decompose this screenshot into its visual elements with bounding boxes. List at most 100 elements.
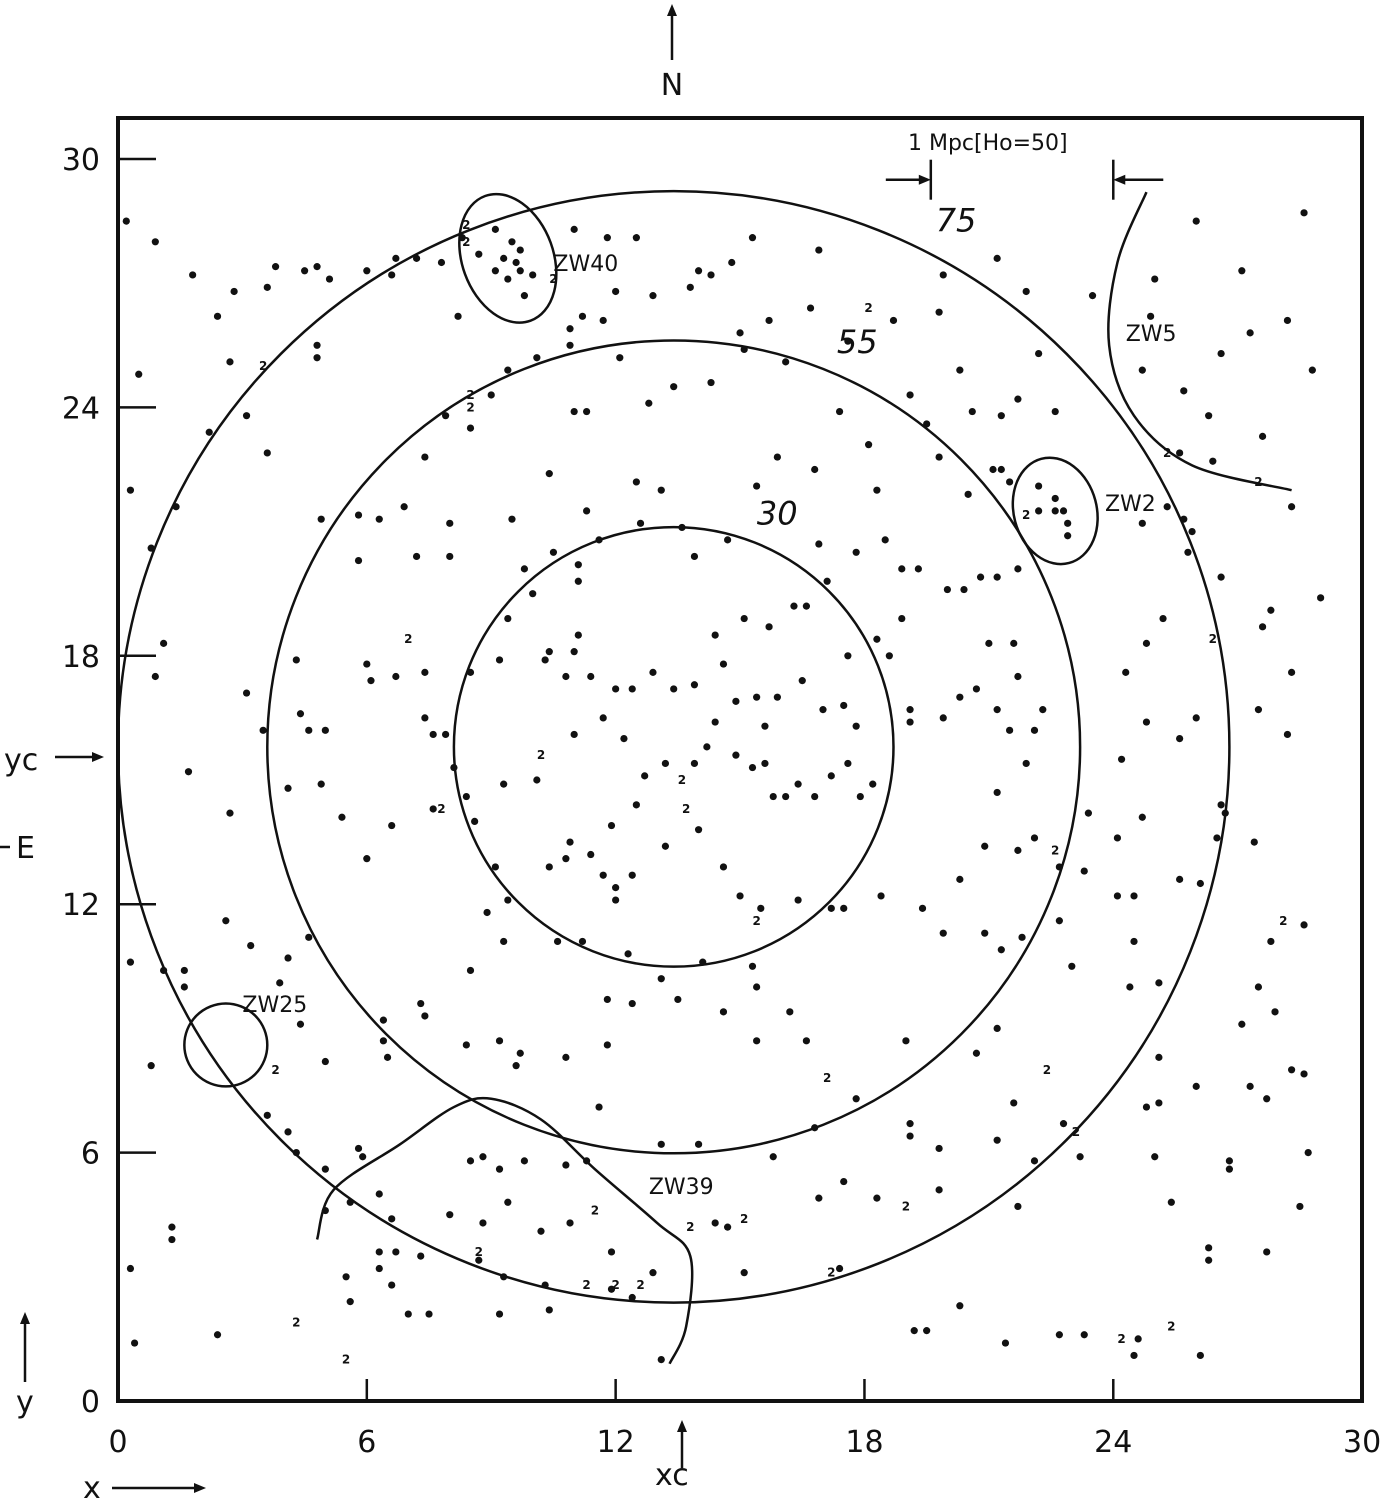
x-center-label: xc [655,1458,689,1493]
galaxy-point [483,909,490,916]
galaxy-point [318,781,325,788]
galaxy-point [322,727,329,734]
galaxy-point [1247,1083,1254,1090]
galaxy-point [421,669,428,676]
galaxy-point [1085,810,1092,817]
galaxy-point [160,967,167,974]
galaxy-point [658,975,665,982]
galaxy-point [533,776,540,783]
galaxy-point [678,524,685,531]
galaxy-point [815,540,822,547]
galaxy-point [658,487,665,494]
galaxy-point [1180,516,1187,523]
galaxy-point [1259,623,1266,630]
y-tick-label: 18 [62,640,100,675]
galaxy-point [956,1302,963,1309]
galaxy-point [575,578,582,585]
galaxy-point [741,346,748,353]
galaxy-point [392,1248,399,1255]
galaxy-point [322,1058,329,1065]
galaxy-point [712,1219,719,1226]
galaxy-point [517,267,524,274]
galaxy-point [471,818,478,825]
galaxy-point [687,284,694,291]
galaxy-point [529,590,536,597]
galaxy-pair-marker: 2 [827,1266,835,1280]
galaxy-point [127,959,134,966]
galaxy-point [127,1265,134,1272]
galaxy-point [906,706,913,713]
galaxy-point [305,727,312,734]
galaxy-point [940,271,947,278]
galaxy-point [998,412,1005,419]
galaxy-point [1139,814,1146,821]
galaxy-point [1031,834,1038,841]
galaxy-point [363,855,370,862]
galaxy-point [728,259,735,266]
galaxy-point [388,822,395,829]
galaxy-point [421,453,428,460]
galaxy-point [504,896,511,903]
galaxy-point [753,983,760,990]
galaxy-point [554,938,561,945]
galaxy-point [454,313,461,320]
galaxy-point [662,760,669,767]
galaxy-point [1288,1066,1295,1073]
galaxy-point [222,917,229,924]
galaxy-point [1139,367,1146,374]
galaxy-point [629,1294,636,1301]
galaxy-point [496,1310,503,1317]
galaxy-pair-marker: 2 [591,1204,599,1218]
galaxy-point [600,714,607,721]
galaxy-point [749,963,756,970]
galaxy-point [1188,528,1195,535]
galaxy-point [695,267,702,274]
galaxy-point [189,271,196,278]
galaxy-point [803,1037,810,1044]
galaxy-point [981,930,988,937]
galaxy-point [960,586,967,593]
galaxy-point [264,284,271,291]
galaxy-point [355,511,362,518]
galaxy-point [417,1253,424,1260]
galaxy-point [533,354,540,361]
galaxy-point [620,735,627,742]
galaxy-point [1263,1248,1270,1255]
galaxy-point [1164,503,1171,510]
galaxy-point [521,565,528,572]
north-label: N [661,68,683,103]
galaxy-point [857,793,864,800]
galaxy-point [413,255,420,262]
galaxy-point [446,1211,453,1218]
galaxy-point [313,342,320,349]
galaxy-pair-marker: 2 [823,1071,831,1085]
galaxy-point [633,234,640,241]
galaxy-point [720,863,727,870]
plot-frame [118,118,1362,1401]
north-arrow: N [661,4,683,103]
galaxy-point [388,271,395,278]
galaxy-point [840,905,847,912]
galaxy-point [492,267,499,274]
galaxy-point [284,785,291,792]
galaxy-point [1218,350,1225,357]
galaxy-pair-marker: 2 [1163,446,1171,460]
galaxy-point [264,1112,271,1119]
galaxy-point [645,400,652,407]
ring-30 [454,527,894,967]
galaxy-point [998,466,1005,473]
galaxy-point [915,565,922,572]
galaxy-point [770,1153,777,1160]
galaxy-point [1130,892,1137,899]
galaxy-point [517,246,524,253]
y-center-label: yc [4,743,38,778]
galaxy-point [936,309,943,316]
galaxy-point [401,503,408,510]
galaxy-point [753,694,760,701]
galaxy-point [297,710,304,717]
galaxy-point [633,801,640,808]
galaxy-point [380,1037,387,1044]
galaxy-pair-marker: 2 [342,1353,350,1367]
galaxy-point [562,1161,569,1168]
galaxy-point [906,1120,913,1127]
